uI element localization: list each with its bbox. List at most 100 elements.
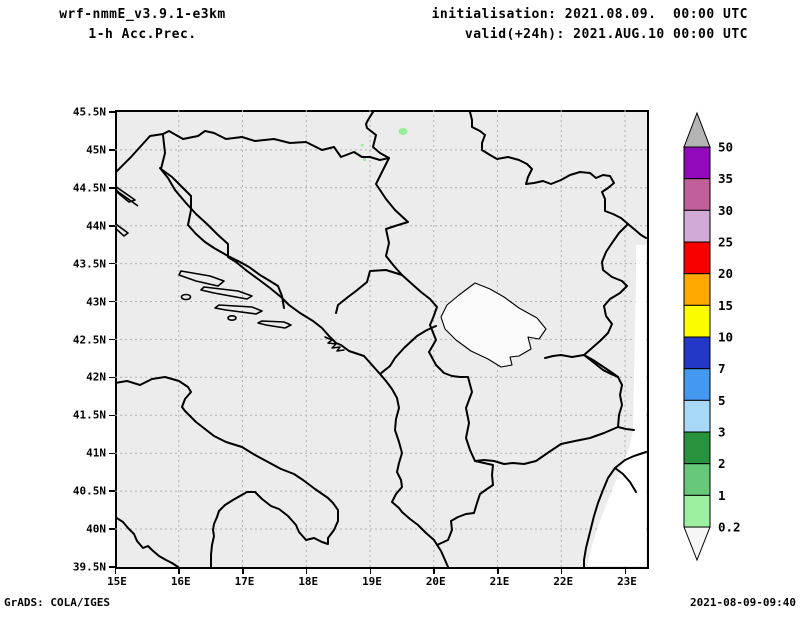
x-tick-mark (433, 567, 435, 574)
x-tick-mark (305, 567, 308, 574)
y-tick-label: 44N (86, 219, 106, 233)
colorbar-segment (683, 209, 711, 243)
x-tick-label: 17E (234, 575, 255, 588)
colorbar-segment (683, 463, 711, 496)
x-tick-mark (497, 567, 499, 574)
y-tick-mark (109, 187, 115, 189)
colorbar-level-label: 1 (718, 488, 726, 503)
colorbar-segment (683, 368, 711, 401)
colorbar-level-label: 3 (718, 425, 726, 440)
y-tick-mark (109, 149, 115, 151)
model-title: wrf-nmmE_v3.9.1-e3km (59, 7, 226, 22)
product-title: 1-h Acc.Prec. (88, 27, 197, 42)
border-serbia-montenegro (401, 274, 476, 462)
adriatic-coastline (159, 167, 449, 568)
y-tick-mark (109, 338, 115, 341)
y-tick-label: 40.5N (72, 484, 106, 498)
border-serbia-romania (469, 111, 647, 239)
colorbar-level-label: 50 (718, 140, 733, 155)
border-danube (365, 111, 390, 159)
colorbar-segment (683, 336, 711, 370)
x-tick-mark (114, 567, 116, 574)
colorbar-segment (683, 273, 711, 306)
colorbar-segment (683, 304, 711, 338)
y-tick-mark (109, 262, 115, 265)
x-tick-label: 15E (107, 575, 127, 588)
border-north-bosnia (115, 130, 390, 174)
grads-credit: GrADS: COLA/IGES (4, 596, 110, 609)
border-serbia-macedonia (544, 354, 619, 378)
italy-calabria-coast (115, 516, 179, 568)
balkans-precipitation-map (115, 110, 647, 568)
colorbar-level-label: 2 (718, 456, 726, 471)
x-tick-label: 18E (298, 575, 319, 588)
x-tick-mark (242, 567, 244, 574)
precipitation-colorbar: 50 35 30 25 20 15 10 7 5 3 2 1 0.2 (683, 111, 741, 562)
border-west-bosnia (160, 134, 285, 309)
x-tick-mark (369, 567, 371, 574)
boka-kotorska (324, 336, 345, 352)
greece-coast-spur (614, 467, 637, 493)
y-tick-mark (109, 111, 115, 113)
x-tick-mark (624, 567, 626, 574)
creation-timestamp: 2021-08-09-09:40 (690, 596, 796, 609)
y-tick-label: 45N (86, 143, 106, 157)
x-tick-label: 22E (553, 575, 574, 588)
colorbar-level-label: 10 (718, 330, 733, 345)
valid-time-label: valid(+24h): 2021.AUG.10 00:00 UTC (464, 27, 748, 42)
y-tick-label: 44.5N (72, 181, 106, 195)
colorbar-level-label: 20 (718, 266, 733, 281)
y-tick-label: 42N (86, 370, 106, 384)
y-tick-label: 45.5N (72, 105, 106, 119)
border-macedonia-bulgaria (583, 354, 623, 428)
y-tick-label: 39.5N (72, 560, 106, 574)
y-tick-mark (109, 300, 115, 303)
dalmatian-islands (115, 185, 292, 329)
colorbar-level-label: 7 (718, 361, 726, 376)
colorbar-segment (683, 178, 711, 211)
y-tick-label: 40N (86, 522, 106, 536)
model-domain-edge (587, 245, 646, 566)
y-tick-mark (109, 452, 115, 455)
colorbar-above-max-arrow (683, 111, 711, 148)
colorbar-segment (683, 399, 711, 433)
colorbar-level-label: 30 (718, 203, 733, 218)
x-tick-mark (178, 567, 180, 574)
border-drina (335, 157, 409, 314)
border-montenegro-albania (379, 325, 437, 375)
initialisation-label: initialisation: 2021.08.09. 00:00 UTC (431, 7, 748, 22)
colorbar-segment (683, 494, 711, 528)
y-tick-label: 41.5N (72, 408, 106, 422)
colorbar-level-label: 0.2 (718, 520, 741, 535)
y-tick-mark (109, 414, 115, 417)
y-tick-mark (109, 225, 115, 227)
x-tick-label: 21E (489, 575, 510, 588)
border-macedonia-greece (474, 426, 619, 465)
x-tick-label: 19E (362, 575, 382, 588)
y-tick-mark (109, 376, 115, 379)
colorbar-level-label: 25 (718, 235, 733, 250)
y-tick-mark (109, 566, 115, 568)
border-serbia-bulgaria (583, 223, 629, 356)
border-albania-greece (436, 460, 494, 546)
x-tick-mark (560, 567, 563, 574)
colorbar-level-label: 15 (718, 298, 733, 313)
colorbar-level-label: 5 (718, 393, 726, 408)
colorbar-segment (683, 241, 711, 275)
y-tick-label: 43N (86, 295, 106, 309)
italy-apulia-coast (115, 376, 339, 568)
border-bulgaria-greece (617, 426, 635, 431)
colorbar-below-min-arrow (683, 526, 711, 562)
x-tick-label: 20E (425, 575, 446, 588)
x-tick-label: 23E (617, 575, 637, 588)
colorbar-segment (683, 146, 711, 180)
y-tick-label: 42.5N (72, 333, 106, 347)
colorbar-level-label: 35 (718, 171, 733, 186)
y-tick-label: 43.5N (72, 257, 106, 271)
graticule-gridlines (115, 110, 647, 567)
y-tick-mark (109, 528, 115, 530)
x-tick-label: 16E (170, 575, 191, 588)
precipitation-spots (361, 128, 408, 161)
greece-coast (583, 451, 647, 568)
